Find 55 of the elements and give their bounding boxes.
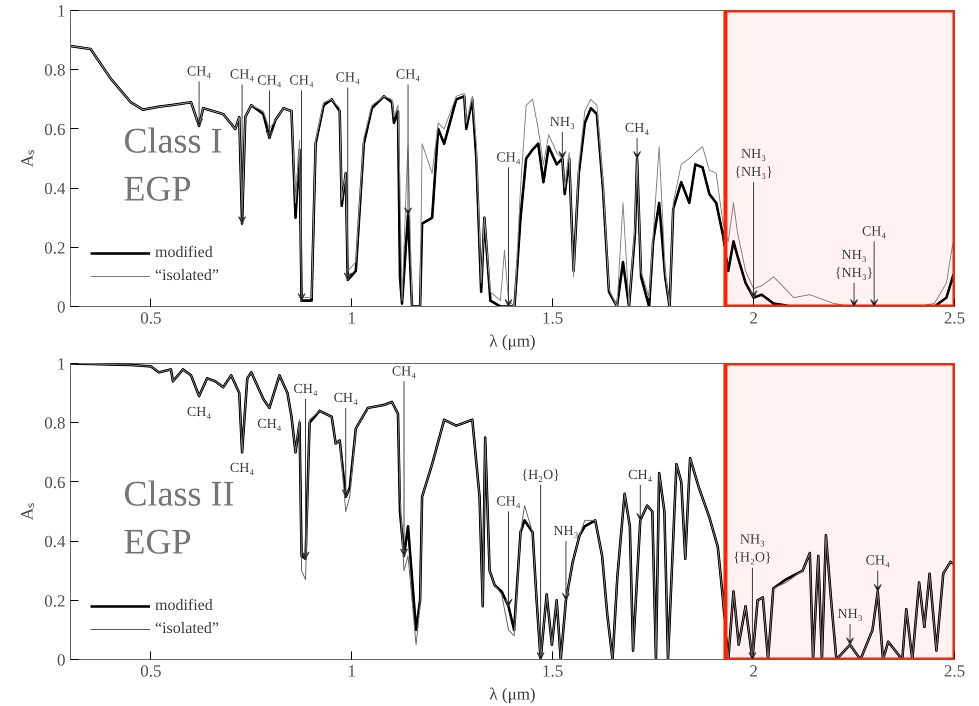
annotation: NH₃ {NH₃} xyxy=(734,147,773,180)
annotation: NH₃ xyxy=(553,524,579,540)
x-axis-title: λ (μm) xyxy=(489,332,536,350)
legend-label: modified xyxy=(155,597,213,615)
y-tick-label: 0.8 xyxy=(44,60,66,80)
annotation: CH₄ xyxy=(257,416,282,432)
y-tick-label: 0.6 xyxy=(44,120,66,139)
annotation: NH₃ xyxy=(837,606,863,622)
y-tick-label: 0.8 xyxy=(44,414,66,433)
x-tick-label: 2 xyxy=(749,308,758,328)
x-tick-label: 2.5 xyxy=(944,662,966,680)
y-tick-label: 0.4 xyxy=(44,532,66,552)
annotation: CH₄ xyxy=(186,404,212,420)
annotation: NH₃ {H₂O} xyxy=(733,532,772,566)
annotation: Class I EGP xyxy=(124,120,223,208)
x-axis-title: λ (μm) xyxy=(489,684,536,704)
x-tick-label: 1.5 xyxy=(542,308,564,328)
annotation: CH₄ xyxy=(496,494,521,510)
annotation: CH₄ xyxy=(257,73,282,88)
legend-label: “isolated” xyxy=(155,267,219,285)
x-tick-label: 2 xyxy=(749,662,758,680)
y-axis-title: Aₛ xyxy=(17,150,36,168)
y-axis-title: Aₛ xyxy=(17,502,36,520)
x-tick-label: 0.5 xyxy=(140,308,162,328)
x-tick-label: 2.5 xyxy=(944,308,966,328)
annotation: CH₄ xyxy=(230,68,254,82)
legend-label: modified xyxy=(155,244,213,262)
y-tick-label: 0 xyxy=(57,298,66,316)
x-tick-label: 1 xyxy=(348,662,356,680)
y-tick-label: 1 xyxy=(57,354,66,374)
annotation: CH₄ xyxy=(186,64,212,80)
x-tick-label: 1 xyxy=(348,308,356,328)
annotation: CH₄ xyxy=(496,150,521,166)
annotation: CH₄ xyxy=(392,364,416,380)
annotation: NH₃ xyxy=(550,114,575,130)
y-tick-label: 0 xyxy=(57,650,66,670)
annotation: CH₄ xyxy=(289,73,314,88)
x-tick-label: 0.5 xyxy=(140,662,162,680)
legend-label: “isolated” xyxy=(155,620,219,638)
annotation: CH₄ xyxy=(293,382,318,398)
y-tick-label: 1 xyxy=(57,2,66,20)
y-tick-label: 0.2 xyxy=(44,238,66,258)
annotation: CH₄ xyxy=(866,554,890,569)
annotation: CH₄ xyxy=(336,70,360,86)
annotation: CH₄ xyxy=(628,468,653,483)
x-tick-label: 1.5 xyxy=(542,662,564,680)
y-tick-label: 0.6 xyxy=(44,472,66,492)
annotation: CH₄ xyxy=(862,224,886,240)
y-tick-label: 0.2 xyxy=(44,591,66,610)
y-tick-label: 0.4 xyxy=(44,179,66,198)
annotation: CH₄ xyxy=(396,68,420,82)
annotation: CH₄ xyxy=(334,390,358,406)
annotation: {H₂O} xyxy=(521,468,560,483)
annotation: NH₃ {NH₃} xyxy=(834,248,874,281)
annotation: CH₄ xyxy=(624,120,650,136)
